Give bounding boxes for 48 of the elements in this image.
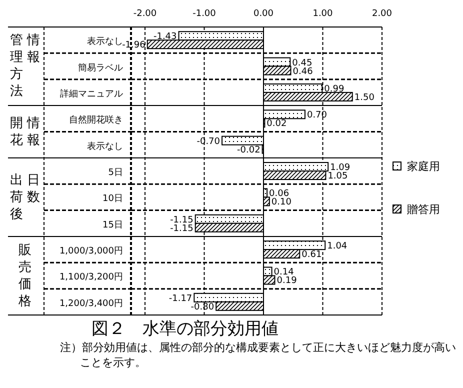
y-tick-label: 10日 xyxy=(102,194,123,204)
data-label: 1.50 xyxy=(354,92,375,103)
data-label: -1.15 xyxy=(170,224,194,234)
y-tick-label: 表示なし xyxy=(87,36,123,48)
data-label: -0.80 xyxy=(190,302,214,312)
data-label: -1.96 xyxy=(122,40,146,51)
x-tick-label: 0.00 xyxy=(253,9,274,19)
x-tick-label: 2.00 xyxy=(372,9,392,19)
legend-label: 家庭用 xyxy=(407,160,440,173)
x-tick-label: 1.00 xyxy=(312,9,334,19)
data-label: 0.70 xyxy=(306,110,328,121)
data-label: 0.06 xyxy=(269,189,290,200)
data-label: 0.19 xyxy=(276,276,298,286)
data-label: 0.61 xyxy=(302,250,322,260)
data-label: -1.15 xyxy=(170,215,194,226)
y-tick-label: 5日 xyxy=(108,168,123,178)
text: 販売価格 xyxy=(18,242,32,310)
data-label: 1.04 xyxy=(327,242,348,252)
y-tick-label: 1,200/3,400円 xyxy=(59,298,123,309)
data-label: -1.43 xyxy=(153,32,177,42)
data-label: 0.45 xyxy=(292,58,312,68)
text: 管理方法 xyxy=(9,32,24,100)
text: 情報 xyxy=(26,114,41,149)
y-tick-label: 簡易ラベル xyxy=(78,62,123,74)
x-tick-label: -2.00 xyxy=(133,9,157,19)
x-tick-label: -1.00 xyxy=(192,9,216,19)
data-label: 0.10 xyxy=(271,198,292,208)
data-label: 0.46 xyxy=(292,66,314,77)
data-label: -0.02 xyxy=(237,145,260,156)
text: 出荷後 xyxy=(9,172,24,223)
text: 日数 xyxy=(26,172,41,206)
text: 図２ 水準の部分効用値 xyxy=(92,319,278,339)
y-tick-label: 15日 xyxy=(102,220,123,230)
data-label: 0.99 xyxy=(324,84,344,94)
data-label: 0.02 xyxy=(266,119,287,130)
y-tick-label: 1,000/3,000円 xyxy=(59,246,123,257)
text: 開花 xyxy=(9,114,24,149)
text: 注）部分効用値は、属性の部分的な構成要素として正に大きいほど魅力度が高いことを示す。 xyxy=(60,340,457,370)
text: 情報 xyxy=(26,32,41,66)
y-tick-label: 詳細マニュアル xyxy=(60,88,123,100)
legend-label: 贈答用 xyxy=(407,203,440,216)
data-label: 1.05 xyxy=(328,172,348,182)
data-label: -0.70 xyxy=(196,136,220,147)
y-tick-label: 表示なし xyxy=(87,140,123,152)
y-tick-label: 1,100/3,200円 xyxy=(59,272,123,283)
data-label: -1.17 xyxy=(168,294,192,304)
y-tick-label: 自然開花咲き xyxy=(69,114,123,126)
data-label: 1.09 xyxy=(330,163,350,173)
